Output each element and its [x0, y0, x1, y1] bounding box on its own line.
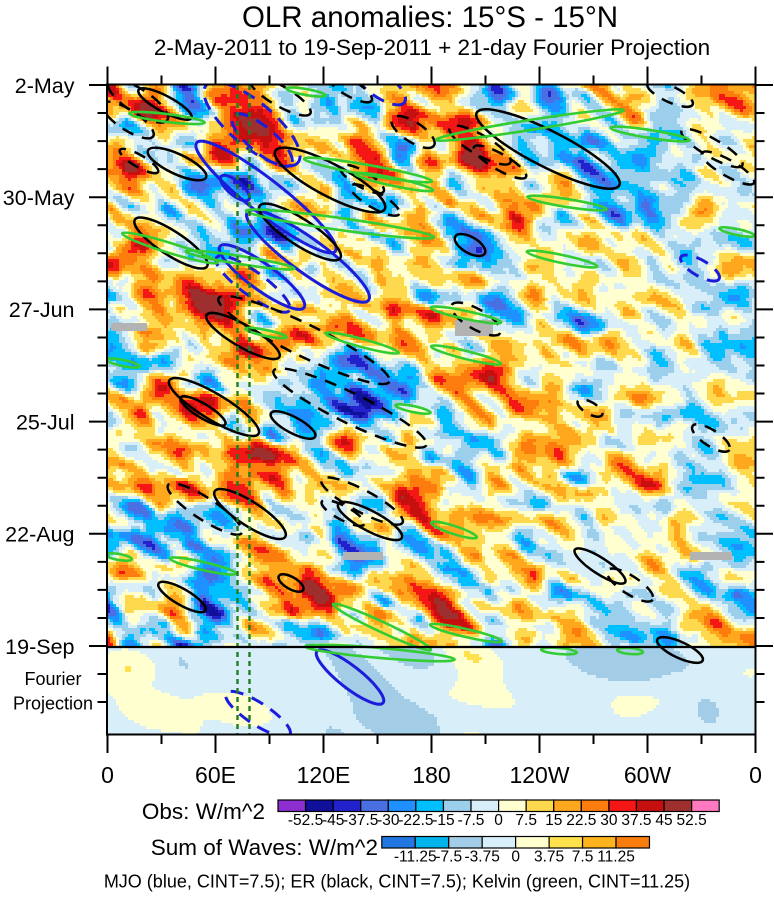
svg-text:0: 0 [494, 812, 503, 829]
svg-text:-3.75: -3.75 [465, 849, 500, 866]
svg-text:-52.5: -52.5 [288, 812, 323, 829]
svg-text:7.5: 7.5 [515, 812, 537, 829]
svg-text:2-May-2011 to 19-Sep-2011 + 21: 2-May-2011 to 19-Sep-2011 + 21-day Fouri… [154, 35, 710, 60]
svg-text:27-Jun: 27-Jun [9, 298, 75, 322]
svg-text:52.5: 52.5 [677, 812, 707, 829]
svg-text:Projection: Projection [13, 694, 93, 714]
svg-text:37.5: 37.5 [621, 812, 651, 829]
svg-text:15: 15 [545, 812, 562, 829]
svg-text:-45: -45 [322, 812, 344, 829]
svg-text:2-May: 2-May [15, 74, 75, 98]
svg-text:120W: 120W [509, 762, 569, 788]
svg-text:Sum of Waves: W/m^2: Sum of Waves: W/m^2 [151, 835, 378, 860]
svg-text:Obs: W/m^2: Obs: W/m^2 [142, 799, 265, 824]
svg-text:25-Jul: 25-Jul [16, 410, 75, 434]
svg-text:120E: 120E [297, 762, 351, 788]
svg-text:7.5: 7.5 [572, 849, 594, 866]
svg-text:0: 0 [749, 762, 762, 788]
svg-text:-7.5: -7.5 [458, 812, 485, 829]
svg-text:OLR anomalies: 15°S - 15°N: OLR anomalies: 15°S - 15°N [242, 1, 618, 34]
svg-text:-11.25: -11.25 [394, 849, 437, 866]
svg-text:0: 0 [101, 762, 114, 788]
svg-text:180: 180 [412, 762, 450, 788]
svg-text:11.25: 11.25 [597, 849, 635, 866]
svg-text:30-May: 30-May [3, 186, 75, 210]
svg-text:0: 0 [511, 849, 520, 866]
svg-text:22-Aug: 22-Aug [5, 523, 74, 547]
svg-text:-7.5: -7.5 [435, 849, 462, 866]
svg-text:3.75: 3.75 [534, 849, 564, 866]
svg-text:-30: -30 [377, 812, 400, 829]
svg-text:-22.5: -22.5 [398, 812, 433, 829]
svg-text:30: 30 [600, 812, 618, 829]
svg-text:-37.5: -37.5 [343, 812, 378, 829]
svg-text:60W: 60W [624, 762, 672, 788]
svg-text:Fourier: Fourier [24, 669, 81, 689]
svg-text:45: 45 [655, 812, 672, 829]
svg-text:19-Sep: 19-Sep [5, 635, 74, 659]
svg-text:22.5: 22.5 [566, 812, 596, 829]
svg-text:60E: 60E [195, 762, 236, 788]
svg-text:-15: -15 [432, 812, 454, 829]
svg-text:MJO (blue, CINT=7.5); ER (blac: MJO (blue, CINT=7.5); ER (black, CINT=7.… [104, 872, 690, 892]
